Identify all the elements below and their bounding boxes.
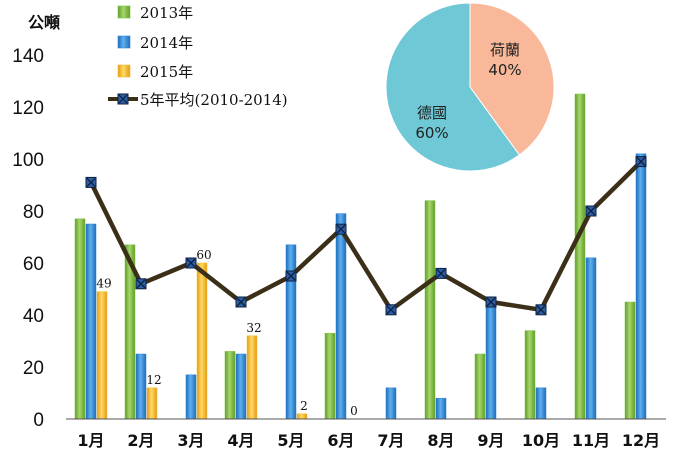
legend-item: 5年平均(2010-2014) xyxy=(108,91,288,109)
data-labels: 49 12 60 32 2 0 xyxy=(96,248,357,418)
bars xyxy=(74,93,647,420)
bar-1-12月 xyxy=(624,301,636,420)
data-label: 32 xyxy=(246,321,261,335)
data-label: 49 xyxy=(96,277,111,291)
bar-3-3月 xyxy=(196,262,208,420)
bar-1-1月 xyxy=(74,218,86,420)
bar-3-1月 xyxy=(96,291,108,420)
pie-slice-label: 荷蘭 xyxy=(490,41,520,59)
x-tick-label: 7月 xyxy=(377,431,404,450)
average-point xyxy=(285,270,297,282)
pie-slice xyxy=(385,2,521,172)
x-axis: 1月 2月 3月 4月 5月 6月 7月 8月 9月 10月 11月 12月 xyxy=(77,431,660,450)
bar-1-10月 xyxy=(524,330,536,420)
bar-2-8月 xyxy=(435,397,447,420)
bar-1-9月 xyxy=(474,353,486,420)
y-axis: 0 20 40 60 80 100 120 140 xyxy=(12,46,44,431)
legend-swatch xyxy=(117,35,131,49)
bar-3-4月 xyxy=(246,335,258,420)
x-tick-label: 4月 xyxy=(227,431,254,450)
data-label: 0 xyxy=(350,404,358,418)
y-tick-label: 140 xyxy=(12,46,44,67)
average-point xyxy=(335,223,347,235)
bar-2-1月 xyxy=(85,223,97,420)
average-point xyxy=(135,278,147,290)
average-point xyxy=(85,176,97,188)
legend-swatch xyxy=(117,5,131,19)
average-point xyxy=(185,257,197,269)
y-tick-label: 100 xyxy=(12,150,44,171)
pie-slice-value: 40% xyxy=(488,61,521,79)
y-tick-label: 40 xyxy=(23,306,44,327)
x-tick-label: 11月 xyxy=(572,431,610,450)
pie-slice-value: 60% xyxy=(415,124,448,142)
bar-2-12月 xyxy=(635,153,647,420)
legend-label: 2015年 xyxy=(140,63,193,81)
pie-slice-label: 德國 xyxy=(417,104,447,122)
x-tick-label: 9月 xyxy=(477,431,504,450)
bar-1-11月 xyxy=(574,93,586,420)
inset-pie-chart: 荷蘭 40% 德國 60% xyxy=(385,2,555,172)
legend-label: 5年平均(2010-2014) xyxy=(140,91,288,109)
legend: 2013年 2014年 2015年 5年平均(2010-2014) xyxy=(108,4,288,109)
average-point xyxy=(535,304,547,316)
x-tick-label: 10月 xyxy=(522,431,560,450)
bar-2-7月 xyxy=(385,387,397,420)
average-line xyxy=(88,159,643,313)
bar-2-10月 xyxy=(535,387,547,420)
average-point xyxy=(435,267,447,279)
average-line-series xyxy=(85,156,647,316)
bar-2-6月 xyxy=(335,213,347,420)
y-tick-label: 0 xyxy=(33,410,44,431)
bar-2-2月 xyxy=(135,353,147,420)
legend-label: 2013年 xyxy=(140,4,193,22)
legend-item: 2014年 xyxy=(117,34,193,52)
x-tick-label: 6月 xyxy=(327,431,354,450)
bar-2-4月 xyxy=(235,353,247,420)
x-tick-label: 1月 xyxy=(77,431,104,450)
unit-label: 公噸 xyxy=(28,13,60,32)
average-point xyxy=(585,205,597,217)
legend-label: 2014年 xyxy=(140,34,193,52)
legend-item: 2015年 xyxy=(117,63,193,81)
x-tick-label: 8月 xyxy=(427,431,454,450)
pie-slice xyxy=(469,2,555,156)
data-label: 60 xyxy=(196,248,211,262)
x-tick-label: 5月 xyxy=(277,431,304,450)
legend-swatch xyxy=(117,64,131,78)
legend-item: 2013年 xyxy=(117,4,193,22)
bar-2-3月 xyxy=(185,374,197,420)
bar-3-5月 xyxy=(296,413,308,420)
bar-2-11月 xyxy=(585,257,597,420)
bar-1-6月 xyxy=(324,332,336,420)
average-point xyxy=(635,156,647,168)
data-label: 2 xyxy=(300,399,308,413)
y-tick-label: 120 xyxy=(12,98,44,119)
average-point xyxy=(485,296,497,308)
y-tick-label: 60 xyxy=(23,254,44,275)
average-point xyxy=(385,304,397,316)
x-tick-label: 3月 xyxy=(177,431,204,450)
y-tick-label: 20 xyxy=(23,358,44,379)
average-point xyxy=(235,296,247,308)
data-label: 12 xyxy=(146,373,161,387)
bar-2-9月 xyxy=(485,304,497,420)
x-tick-label: 2月 xyxy=(127,431,154,450)
bar-3-2月 xyxy=(146,387,158,420)
x-tick-label: 12月 xyxy=(622,431,660,450)
y-tick-label: 80 xyxy=(23,202,44,223)
bar-1-4月 xyxy=(224,351,236,420)
bar-1-8月 xyxy=(424,200,436,420)
